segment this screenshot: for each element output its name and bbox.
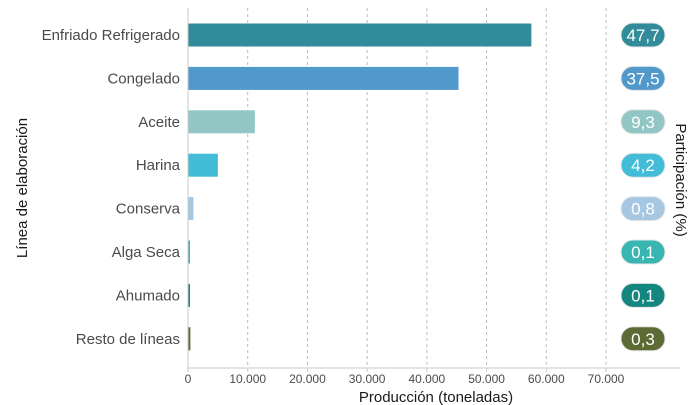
badge-background	[620, 326, 666, 352]
x-axis: 0 10.000 20.000 30.000 40.000 50.000 60.000 70.…	[185, 8, 680, 386]
participation-badge: 0,8	[620, 196, 666, 222]
category-labels: Enfriado Refrigerado Congelado Aceite Harin…	[42, 27, 181, 348]
participation-badge: 0,1	[620, 239, 666, 265]
badge-background	[620, 22, 666, 48]
badge-background	[620, 282, 666, 308]
category-label: Aceite	[138, 114, 180, 131]
category-label: Enfriado Refrigerado	[42, 27, 180, 44]
participation-badges: 47,7 37,5 9,3 4,2 0,8 0,1 0,1 0,3	[620, 22, 666, 352]
grid-lines	[247, 8, 607, 368]
bar	[188, 153, 218, 177]
participation-value: 9,3	[631, 113, 655, 132]
x-tick-label: 10.000	[229, 372, 266, 386]
badge-background	[620, 65, 666, 91]
x-tick-label: 30.000	[349, 372, 386, 386]
badge-background	[620, 239, 666, 265]
participation-value: 4,2	[631, 156, 655, 175]
participation-value: 0,3	[631, 330, 655, 349]
bar	[188, 197, 194, 221]
bar	[188, 110, 255, 134]
participation-value: 47,7	[626, 26, 659, 45]
badge-background	[620, 152, 666, 178]
participation-value: 0,8	[631, 200, 655, 219]
x-tick-label: 0	[185, 372, 192, 386]
category-label: Alga Seca	[112, 244, 181, 261]
x-tick-label: 70.000	[588, 372, 625, 386]
participation-badge: 0,3	[620, 326, 666, 352]
right-axis-title: Participación (%)	[672, 123, 689, 236]
x-tick-label: 20.000	[289, 372, 326, 386]
category-label: Conserva	[116, 201, 181, 218]
participation-badge: 47,7	[620, 22, 666, 48]
participation-badge: 37,5	[620, 65, 666, 91]
x-tick-label: 60.000	[528, 372, 565, 386]
category-label: Resto de líneas	[76, 331, 180, 348]
bar	[188, 66, 459, 90]
x-tick-label: 40.000	[409, 372, 446, 386]
y-axis-title: Línea de elaboración	[14, 118, 31, 258]
badge-background	[620, 196, 666, 222]
participation-badge: 4,2	[620, 152, 666, 178]
bar	[188, 283, 190, 307]
badge-background	[620, 109, 666, 135]
bar	[188, 240, 190, 264]
bar	[188, 327, 191, 351]
bars-group	[188, 23, 532, 351]
bar	[188, 23, 532, 47]
participation-value: 0,1	[631, 286, 655, 305]
participation-badge: 0,1	[620, 282, 666, 308]
category-label: Harina	[136, 157, 181, 174]
participation-badge: 9,3	[620, 109, 666, 135]
participation-value: 0,1	[631, 243, 655, 262]
participation-value: 37,5	[626, 69, 659, 88]
category-label: Ahumado	[116, 287, 180, 304]
x-tick-label: 50.000	[468, 372, 505, 386]
x-axis-title: Producción (toneladas)	[359, 389, 513, 405]
category-label: Congelado	[107, 70, 180, 87]
